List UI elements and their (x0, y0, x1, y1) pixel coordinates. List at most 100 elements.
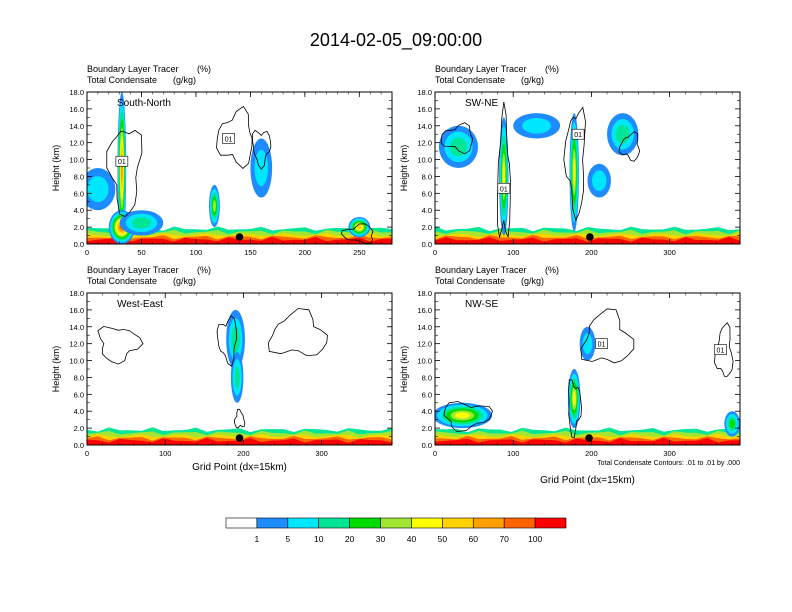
tracer-field: 01 01 (87, 92, 392, 244)
boundary-layer-band (435, 236, 740, 244)
plume (573, 157, 576, 187)
contour-label-box (497, 182, 511, 194)
colorbar-label: 30 (376, 534, 386, 544)
tracer-field: 01 01 (435, 101, 740, 244)
x-tick-label: 300 (663, 449, 676, 458)
panel-label: SW-NE (465, 98, 498, 109)
location-marker (235, 233, 244, 241)
contour-label-box (571, 128, 585, 140)
panel-title-left-2: Total Condensate (87, 276, 157, 286)
contour-label-box (222, 133, 235, 144)
y-tick-label: 0.0 (74, 240, 84, 249)
colorbar: 1 5 10 20 30 40 50 60 70 100 (225, 517, 567, 544)
contour-label-text: 01 (500, 186, 508, 193)
panel-title-right-2: (g/kg) (173, 75, 196, 85)
colorbar-swatch (442, 517, 474, 529)
colorbar-swatch (318, 517, 350, 529)
plume (234, 366, 240, 389)
plume (231, 326, 240, 353)
x-tick-label: 200 (585, 248, 598, 257)
plume (254, 149, 268, 187)
condensate-contour (440, 122, 474, 155)
panel-title-right-1: (%) (197, 265, 211, 275)
colorbar-swatch (349, 517, 381, 529)
x-tick-label: 0 (85, 248, 89, 257)
panel-west-east: Boundary Layer Tracer (%) Total Condensate… (51, 265, 393, 473)
plot-frame (434, 91, 741, 245)
panel-label: NW-SE (465, 299, 498, 310)
condensate-contour (216, 315, 238, 367)
condensate-contour (267, 308, 328, 357)
x-tick-label: 100 (159, 449, 172, 458)
condensate-contour (568, 379, 582, 439)
panel-title-right-1: (%) (545, 64, 559, 74)
y-tick-label: 18.0 (69, 88, 84, 97)
condensate-contour (234, 408, 246, 429)
condensate-contour (106, 129, 143, 217)
colorbar-swatch (503, 517, 536, 529)
colorbar-swatch (380, 517, 412, 529)
y-tick-label: 12.0 (69, 340, 84, 349)
contour-label: 01 (115, 155, 129, 167)
y-tick-label: 4.0 (422, 206, 432, 215)
tracer-field (87, 308, 392, 445)
x-tick-label: 200 (237, 449, 250, 458)
panel-title-right-1: (%) (545, 265, 559, 275)
plume (357, 224, 362, 230)
y-tick-label: 8.0 (74, 172, 84, 181)
panel-label: West-East (117, 299, 163, 310)
x-tick-label: 200 (299, 248, 312, 257)
colorbar-label: 20 (345, 534, 355, 544)
contour-label-text: 01 (598, 342, 606, 349)
y-tick-label: 14.0 (69, 122, 84, 131)
x-axis-label: Grid Point (dx=15km) (192, 462, 287, 473)
y-tick-label: 8.0 (74, 373, 84, 382)
condensate-contour (251, 129, 272, 170)
figure-title: 2014-02-05_09:00:00 (309, 30, 483, 50)
condensate-contour (443, 401, 493, 432)
y-axis-label: Height (km) (399, 145, 409, 192)
colorbar-swatch (411, 517, 443, 529)
y-tick-label: 10.0 (69, 357, 84, 366)
panel-nw-se: Boundary Layer Tracer (%) Total Condensate… (399, 265, 741, 486)
y-tick-label: 16.0 (417, 105, 432, 114)
plume (212, 199, 217, 213)
contour-label-text: 01 (717, 348, 725, 355)
colorbar-swatch (287, 517, 320, 529)
plume (582, 333, 593, 355)
y-axis-label: Height (km) (51, 346, 61, 393)
colorbar-label: 40 (407, 534, 417, 544)
plume (572, 391, 576, 406)
contour-label: 01 (595, 338, 608, 349)
y-tick-label: 12.0 (417, 340, 432, 349)
panel-title-left-2: Total Condensate (435, 276, 505, 286)
panel-title-right-2: (g/kg) (521, 276, 544, 286)
colorbar-label: 60 (469, 534, 479, 544)
x-tick-label: 0 (433, 248, 437, 257)
colorbar-label: 10 (314, 534, 324, 544)
panel-title-right-1: (%) (197, 64, 211, 74)
y-tick-label: 10.0 (417, 357, 432, 366)
y-tick-label: 16.0 (69, 105, 84, 114)
condensate-contour (341, 223, 374, 244)
condensate-contour (497, 101, 511, 239)
location-marker (585, 434, 593, 442)
y-tick-label: 8.0 (422, 373, 432, 382)
condensate-contour (216, 105, 253, 169)
colorbar-label: 1 (255, 534, 260, 544)
x-tick-label: 200 (585, 449, 598, 458)
y-tick-label: 4.0 (422, 407, 432, 416)
y-tick-label: 4.0 (74, 206, 84, 215)
x-tick-label: 100 (190, 248, 203, 257)
colorbar-label: 5 (285, 534, 290, 544)
y-tick-label: 10.0 (417, 156, 432, 165)
y-tick-label: 2.0 (422, 223, 432, 232)
plume (729, 419, 735, 429)
colorbar-label: 50 (438, 534, 448, 544)
condensate-contour (580, 308, 635, 364)
contour-label-text: 01 (574, 132, 582, 139)
colorbar-label: 70 (499, 534, 509, 544)
y-tick-label: 4.0 (74, 407, 84, 416)
y-tick-label: 14.0 (69, 323, 84, 332)
